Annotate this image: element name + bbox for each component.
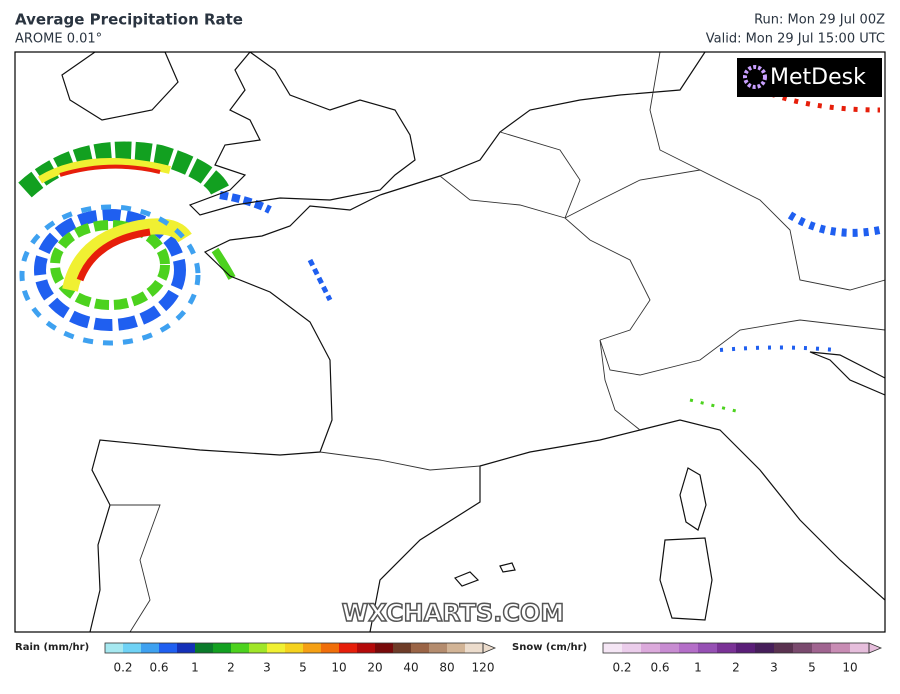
colorbar-segment (195, 643, 214, 653)
border (564, 169, 885, 291)
border (599, 339, 641, 431)
colorbar-segment (736, 643, 756, 653)
colorbar-segment (141, 643, 160, 653)
colorbar-tick-label: 5 (808, 661, 816, 675)
watermark: WXCHARTS.COM (342, 599, 564, 627)
colorbar-tick-label: 3 (263, 661, 271, 675)
model: AROME 0.01° (15, 32, 102, 47)
border (319, 451, 481, 471)
colorbar-segment (267, 643, 286, 653)
colorbar-tick-label: 2 (227, 661, 235, 675)
coastline (188, 52, 416, 216)
colorbar-segment (660, 643, 680, 653)
colorbar-segment (105, 643, 124, 653)
precip-band (59, 164, 161, 177)
coastline (369, 419, 885, 632)
colorbar-segment (793, 643, 813, 653)
colorbar-segment (698, 643, 718, 653)
colorbar-frame (602, 642, 870, 654)
colorbar-tick-label: 0.2 (612, 661, 631, 675)
border (439, 175, 651, 341)
map-frame (14, 51, 886, 633)
colorbar-tick-label: 2 (732, 661, 740, 675)
colorbar-tick-label: 1 (191, 661, 199, 675)
precip-band (62, 218, 192, 292)
coastline (453, 562, 516, 587)
precip-band (307, 258, 333, 302)
rain-legend-label: Rain (mm/hr) (15, 642, 89, 653)
colorbar-segment (831, 643, 851, 653)
colorbar-segment (321, 643, 340, 653)
colorbar-segment (213, 643, 232, 653)
logo-icon (743, 65, 767, 89)
coastline (61, 52, 179, 121)
precip-band (219, 191, 272, 214)
colorbar-segment (375, 643, 394, 653)
precip-band (34, 209, 186, 331)
colorbar-segment (679, 643, 699, 653)
coastline (809, 351, 885, 396)
border (499, 131, 581, 219)
colorbar-segment (774, 643, 794, 653)
snow-legend-label: Snow (cm/hr) (512, 642, 587, 653)
colorbar-segment (393, 643, 412, 653)
colorbar-frame (104, 642, 484, 654)
colorbar-segment (755, 643, 775, 653)
precip-band (50, 220, 170, 310)
colorbar-segment (249, 643, 268, 653)
colorbar-segment (603, 643, 623, 653)
border (599, 319, 885, 376)
colorbar-tick-label: 0.6 (650, 661, 669, 675)
run-time: Run: Mon 29 Jul 00Z (754, 13, 885, 28)
colorbar-tick-label: 120 (472, 661, 495, 675)
precip-band (76, 228, 151, 282)
colorbar-segment (622, 643, 642, 653)
colorbar-segment (411, 643, 430, 653)
colorbar-segment (357, 643, 376, 653)
colorbar-tick-label: 0.6 (149, 661, 168, 675)
coastline (679, 467, 707, 531)
colorbar-tick-label: 5 (299, 661, 307, 675)
precip-band (37, 158, 171, 184)
colorbar-tick-label: 20 (367, 661, 382, 675)
colorbar-segment (641, 643, 661, 653)
colorbar-tick-label: 3 (770, 661, 778, 675)
precip-band (18, 141, 229, 198)
border (110, 504, 161, 632)
title: Average Precipitation Rate (15, 11, 243, 29)
colorbar-segment (339, 643, 358, 653)
logo: MetDesk (770, 65, 866, 90)
colorbar-segment (717, 643, 737, 653)
border (649, 52, 701, 171)
colorbar-tick-label: 0.2 (113, 661, 132, 675)
colorbar-segment (812, 643, 832, 653)
colorbar-segment (159, 643, 178, 653)
precip-band (719, 345, 836, 352)
colorbar-segment (447, 643, 466, 653)
colorbar-segment (303, 643, 322, 653)
colorbar-segment (231, 643, 250, 653)
valid-time: Valid: Mon 29 Jul 15:00 UTC (706, 32, 885, 47)
colorbar-segment (285, 643, 304, 653)
colorbar-tick-label: 10 (842, 661, 857, 675)
colorbar-segment (465, 643, 484, 653)
colorbar-segment (177, 643, 196, 653)
colorbar-tick-label: 80 (439, 661, 454, 675)
map: MetDesk WXCHARTS.COM (14, 51, 886, 633)
colorbar-tick-label: 10 (331, 661, 346, 675)
colorbar-tick-label: 1 (694, 661, 702, 675)
colorbar-segment (850, 643, 870, 653)
coastline (659, 537, 713, 621)
colorbar-segment (123, 643, 142, 653)
precip-band (19, 204, 201, 346)
logo-box (737, 58, 882, 97)
colorbar-segment (429, 643, 448, 653)
precip-band (787, 211, 881, 237)
colorbar-tick-label: 40 (403, 661, 418, 675)
coastline (89, 52, 706, 632)
